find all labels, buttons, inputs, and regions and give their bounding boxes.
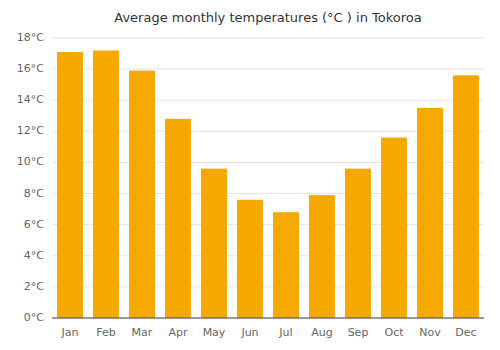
x-axis-line: [52, 318, 484, 319]
bar: [453, 75, 479, 318]
x-tick-label: Oct: [384, 326, 404, 339]
x-tick-label: Apr: [168, 326, 188, 339]
y-tick-label: 2°C: [24, 280, 44, 293]
y-tick-label: 18°C: [17, 31, 44, 44]
x-tick-label: Sep: [348, 326, 369, 339]
grid-line: [52, 318, 484, 319]
bar: [129, 71, 155, 318]
x-axis: Jan Feb Mar Apr May Jun Jul Aug Sep Oct Nov Dec: [52, 318, 484, 339]
title: Average monthly temperatures (°C ) in To…: [114, 10, 421, 25]
bar: [381, 138, 407, 318]
y-tick-label: 16°C: [17, 62, 44, 75]
x-tick-label: Mar: [132, 326, 153, 339]
bar: [417, 108, 443, 318]
bar: [237, 200, 263, 318]
y-tick-label: 0°C: [24, 311, 44, 324]
bar: [57, 52, 83, 318]
bar: [165, 119, 191, 318]
grid-line: [52, 38, 484, 39]
y-tick-label: 6°C: [24, 218, 44, 231]
x-tick-label: Jun: [240, 326, 258, 339]
bar: [93, 50, 119, 318]
x-tick-label: Aug: [311, 326, 332, 339]
x-tick-label: Dec: [455, 326, 476, 339]
x-tick-label: Jul: [278, 326, 292, 339]
chart: Average monthly temperatures (°C ) in To…: [0, 0, 500, 350]
x-tick-label: Jan: [61, 326, 79, 339]
y-tick-label: 12°C: [17, 124, 44, 137]
x-tick-label: Nov: [419, 326, 441, 339]
chart-container: Average monthly temperatures (°C ) in To…: [0, 0, 500, 350]
y-tick-label: 10°C: [17, 155, 44, 168]
y-axis: 0°C 2°C 4°C 6°C 8°C 10°C 12°C 14°C 16°C 18°C: [17, 31, 44, 324]
bars: [57, 50, 479, 318]
bar: [309, 195, 335, 318]
grid: [52, 38, 484, 318]
y-tick-label: 4°C: [24, 249, 44, 262]
bar: [273, 212, 299, 318]
bar: [201, 169, 227, 318]
x-tick-label: Feb: [96, 326, 115, 339]
x-tick-label: May: [203, 326, 226, 339]
y-tick-label: 8°C: [24, 187, 44, 200]
y-tick-label: 14°C: [17, 93, 44, 106]
bar: [345, 169, 371, 318]
